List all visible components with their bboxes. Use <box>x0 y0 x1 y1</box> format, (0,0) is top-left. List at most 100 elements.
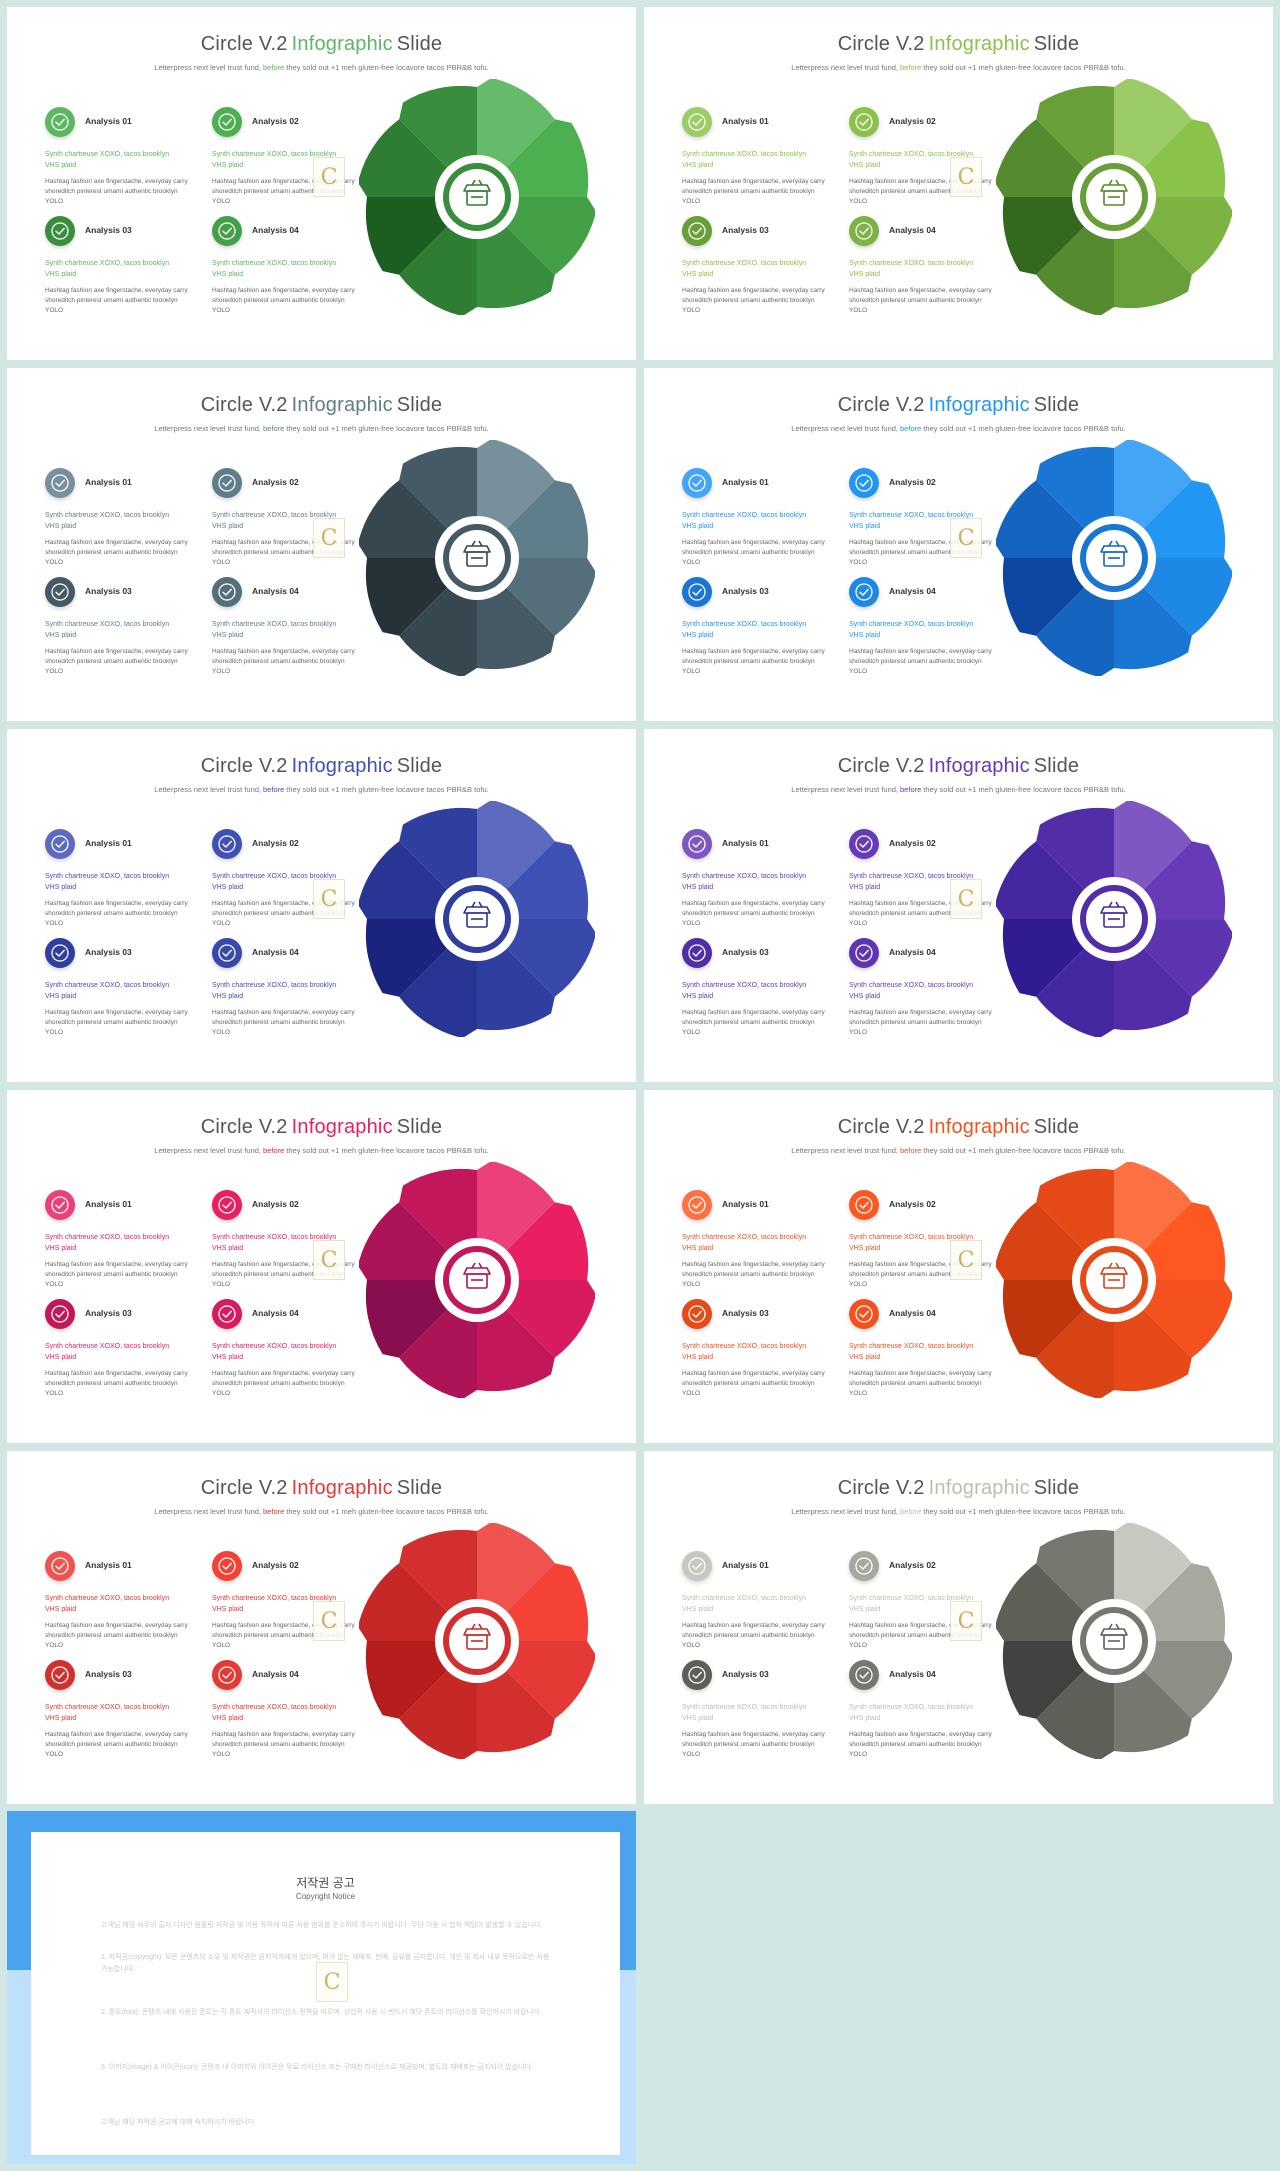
title-suffix: Slide <box>1033 1116 1080 1138</box>
analysis-title: Analysis 04 <box>889 225 936 235</box>
notice-paragraph: 고객님 해당 사무의 출처 디자인 템플릿 저작권 및 이용 목적에 따른 사용… <box>101 1922 543 1929</box>
analysis-highlight-text: Synth chartreuse XOXO, tacos brooklyn VH… <box>45 1595 170 1613</box>
slide-title: Circle V.2 Infographic Slide <box>644 755 1273 778</box>
analysis-body-text: Hashtag fashion axe fingerstache, everyd… <box>849 1622 992 1649</box>
circle-wheel <box>994 799 1234 1039</box>
circle-wheel <box>357 1160 597 1400</box>
analysis-highlight-text: Synth chartreuse XOXO, tacos brooklyn VH… <box>212 873 337 891</box>
bag-icon <box>1100 540 1128 567</box>
wheel-graphic <box>994 1160 1234 1400</box>
notice-paragraph: 1. 저작권(copyright): 모든 콘텐츠의 소유 및 저작권은 원저작… <box>101 1954 550 1973</box>
analysis-title: Analysis 03 <box>85 225 132 235</box>
analysis-title: Analysis 03 <box>85 1669 132 1679</box>
subtitle-highlight: before <box>900 424 922 433</box>
check-icon <box>682 216 712 246</box>
slide-red[interactable]: Circle V.2 Infographic Slide Letterpress ne… <box>7 1451 636 1804</box>
analysis-title: Analysis 02 <box>889 477 936 487</box>
subtitle-prefix: Letterpress next level trust fund, <box>791 424 899 433</box>
analysis-body-text: Hashtag fashion axe fingerstache, everyd… <box>45 900 188 927</box>
analysis-highlight-text: Synth chartreuse XOXO, tacos brooklyn VH… <box>682 151 807 169</box>
slide-purple[interactable]: Circle V.2 Infographic Slide Letterpress ne… <box>644 729 1273 1082</box>
title-highlight: Infographic <box>928 394 1030 416</box>
subtitle-suffix: they sold out +1 meh gluten-free locavor… <box>923 1146 1126 1155</box>
copyright-logo: C <box>316 1962 348 2002</box>
analysis-highlight-text: Synth chartreuse XOXO, tacos brooklyn VH… <box>45 1343 170 1361</box>
circle-wheel <box>357 799 597 1039</box>
slide-green[interactable]: Circle V.2 Infographic Slide Letterpress ne… <box>7 7 636 360</box>
check-icon <box>682 938 712 968</box>
analysis-highlight-text: Synth chartreuse XOXO, tacos brooklyn VH… <box>212 1704 337 1722</box>
analysis-title: Analysis 04 <box>889 947 936 957</box>
analysis-highlight-text: Synth chartreuse XOXO, tacos brooklyn VH… <box>682 1343 807 1361</box>
analysis-title: Analysis 04 <box>889 1308 936 1318</box>
slide-subtitle: Letterpress next level trust fund, before… <box>7 424 636 433</box>
slide-orange[interactable]: Circle V.2 Infographic Slide Letterpress ne… <box>644 1090 1273 1443</box>
analysis-body-text: Hashtag fashion axe fingerstache, everyd… <box>45 1731 188 1758</box>
analysis-title: Analysis 04 <box>252 1669 299 1679</box>
slide-grey[interactable]: Circle V.2 Infographic Slide Letterpress ne… <box>644 1451 1273 1804</box>
slide-blue[interactable]: Circle V.2 Infographic Slide Letterpress ne… <box>644 368 1273 721</box>
analysis-highlight-text: Synth chartreuse XOXO, tacos brooklyn VH… <box>212 151 337 169</box>
check-icon <box>212 1551 242 1581</box>
subtitle-suffix: they sold out +1 meh gluten-free locavor… <box>286 1146 489 1155</box>
check-icon <box>212 468 242 498</box>
slide-subtitle: Letterpress next level trust fund, before… <box>7 63 636 72</box>
check-icon <box>45 577 75 607</box>
title-suffix: Slide <box>396 33 443 55</box>
analysis-title: Analysis 03 <box>722 947 769 957</box>
analysis-body-text: Hashtag fashion axe fingerstache, everyd… <box>849 1009 992 1036</box>
bag-icon <box>463 1623 491 1650</box>
copyright-logo: C <box>950 157 982 197</box>
analysis-body-text: Hashtag fashion axe fingerstache, everyd… <box>849 539 992 566</box>
subtitle-suffix: they sold out +1 meh gluten-free locavor… <box>923 63 1126 72</box>
copyright-logo: C <box>950 1601 982 1641</box>
subtitle-prefix: Letterpress next level trust fund, <box>154 63 262 72</box>
analysis-highlight-text: Synth chartreuse XOXO, tacos brooklyn VH… <box>45 621 170 639</box>
analysis-highlight-text: Synth chartreuse XOXO, tacos brooklyn VH… <box>682 260 807 278</box>
analysis-highlight-text: Synth chartreuse XOXO, tacos brooklyn VH… <box>849 1343 974 1361</box>
subtitle-prefix: Letterpress next level trust fund, <box>154 424 262 433</box>
circle-wheel <box>994 1521 1234 1761</box>
analysis-body-text: Hashtag fashion axe fingerstache, everyd… <box>45 648 188 675</box>
analysis-highlight-text: Synth chartreuse XOXO, tacos brooklyn VH… <box>682 1704 807 1722</box>
analysis-highlight-text: Synth chartreuse XOXO, tacos brooklyn VH… <box>45 1704 170 1722</box>
slide-indigo[interactable]: Circle V.2 Infographic Slide Letterpress ne… <box>7 729 636 1082</box>
title-suffix: Slide <box>396 755 443 777</box>
subtitle-suffix: they sold out +1 meh gluten-free locavor… <box>923 1507 1126 1516</box>
analysis-body-text: Hashtag fashion axe fingerstache, everyd… <box>212 539 355 566</box>
analysis-body-text: Hashtag fashion axe fingerstache, everyd… <box>212 1009 355 1036</box>
slide-pink[interactable]: Circle V.2 Infographic Slide Letterpress ne… <box>7 1090 636 1443</box>
analysis-title: Analysis 02 <box>889 116 936 126</box>
subtitle-highlight: before <box>263 1507 285 1516</box>
check-icon <box>212 1299 242 1329</box>
title-highlight: Infographic <box>928 1116 1030 1138</box>
subtitle-suffix: they sold out +1 meh gluten-free locavor… <box>286 63 489 72</box>
analysis-body-text: Hashtag fashion axe fingerstache, everyd… <box>212 1731 355 1758</box>
wheel-graphic <box>994 1521 1234 1761</box>
subtitle-suffix: they sold out +1 meh gluten-free locavor… <box>286 424 489 433</box>
analysis-highlight-text: Synth chartreuse XOXO, tacos brooklyn VH… <box>212 1343 337 1361</box>
notice-title: 저작권 공고 <box>296 1876 355 1890</box>
subtitle-highlight: before <box>900 1146 922 1155</box>
circle-wheel <box>357 438 597 678</box>
check-icon <box>212 1660 242 1690</box>
copyright-notice-slide[interactable]: 저작권 공고 Copyright Notice 고객님 해당 사무의 출처 디자… <box>7 1811 636 2164</box>
slide-lime[interactable]: Circle V.2 Infographic Slide Letterpress ne… <box>644 7 1273 360</box>
bag-icon <box>463 1262 491 1289</box>
slide-subtitle: Letterpress next level trust fund, before… <box>644 424 1273 433</box>
analysis-title: Analysis 04 <box>252 586 299 596</box>
check-icon <box>45 938 75 968</box>
analysis-title: Analysis 04 <box>889 1669 936 1679</box>
analysis-highlight-text: Synth chartreuse XOXO, tacos brooklyn VH… <box>212 982 337 1000</box>
copyright-logo: C <box>313 518 345 558</box>
check-icon <box>45 1299 75 1329</box>
slide-slate[interactable]: Circle V.2 Infographic Slide Letterpress ne… <box>7 368 636 721</box>
check-icon <box>212 829 242 859</box>
analysis-body-text: Hashtag fashion axe fingerstache, everyd… <box>682 900 825 927</box>
analysis-title: Analysis 03 <box>85 586 132 596</box>
title-highlight: Infographic <box>928 1477 1030 1499</box>
slide-title: Circle V.2 Infographic Slide <box>644 1116 1273 1139</box>
analysis-highlight-text: Synth chartreuse XOXO, tacos brooklyn VH… <box>849 621 974 639</box>
check-icon <box>849 1660 879 1690</box>
title-suffix: Slide <box>396 1116 443 1138</box>
